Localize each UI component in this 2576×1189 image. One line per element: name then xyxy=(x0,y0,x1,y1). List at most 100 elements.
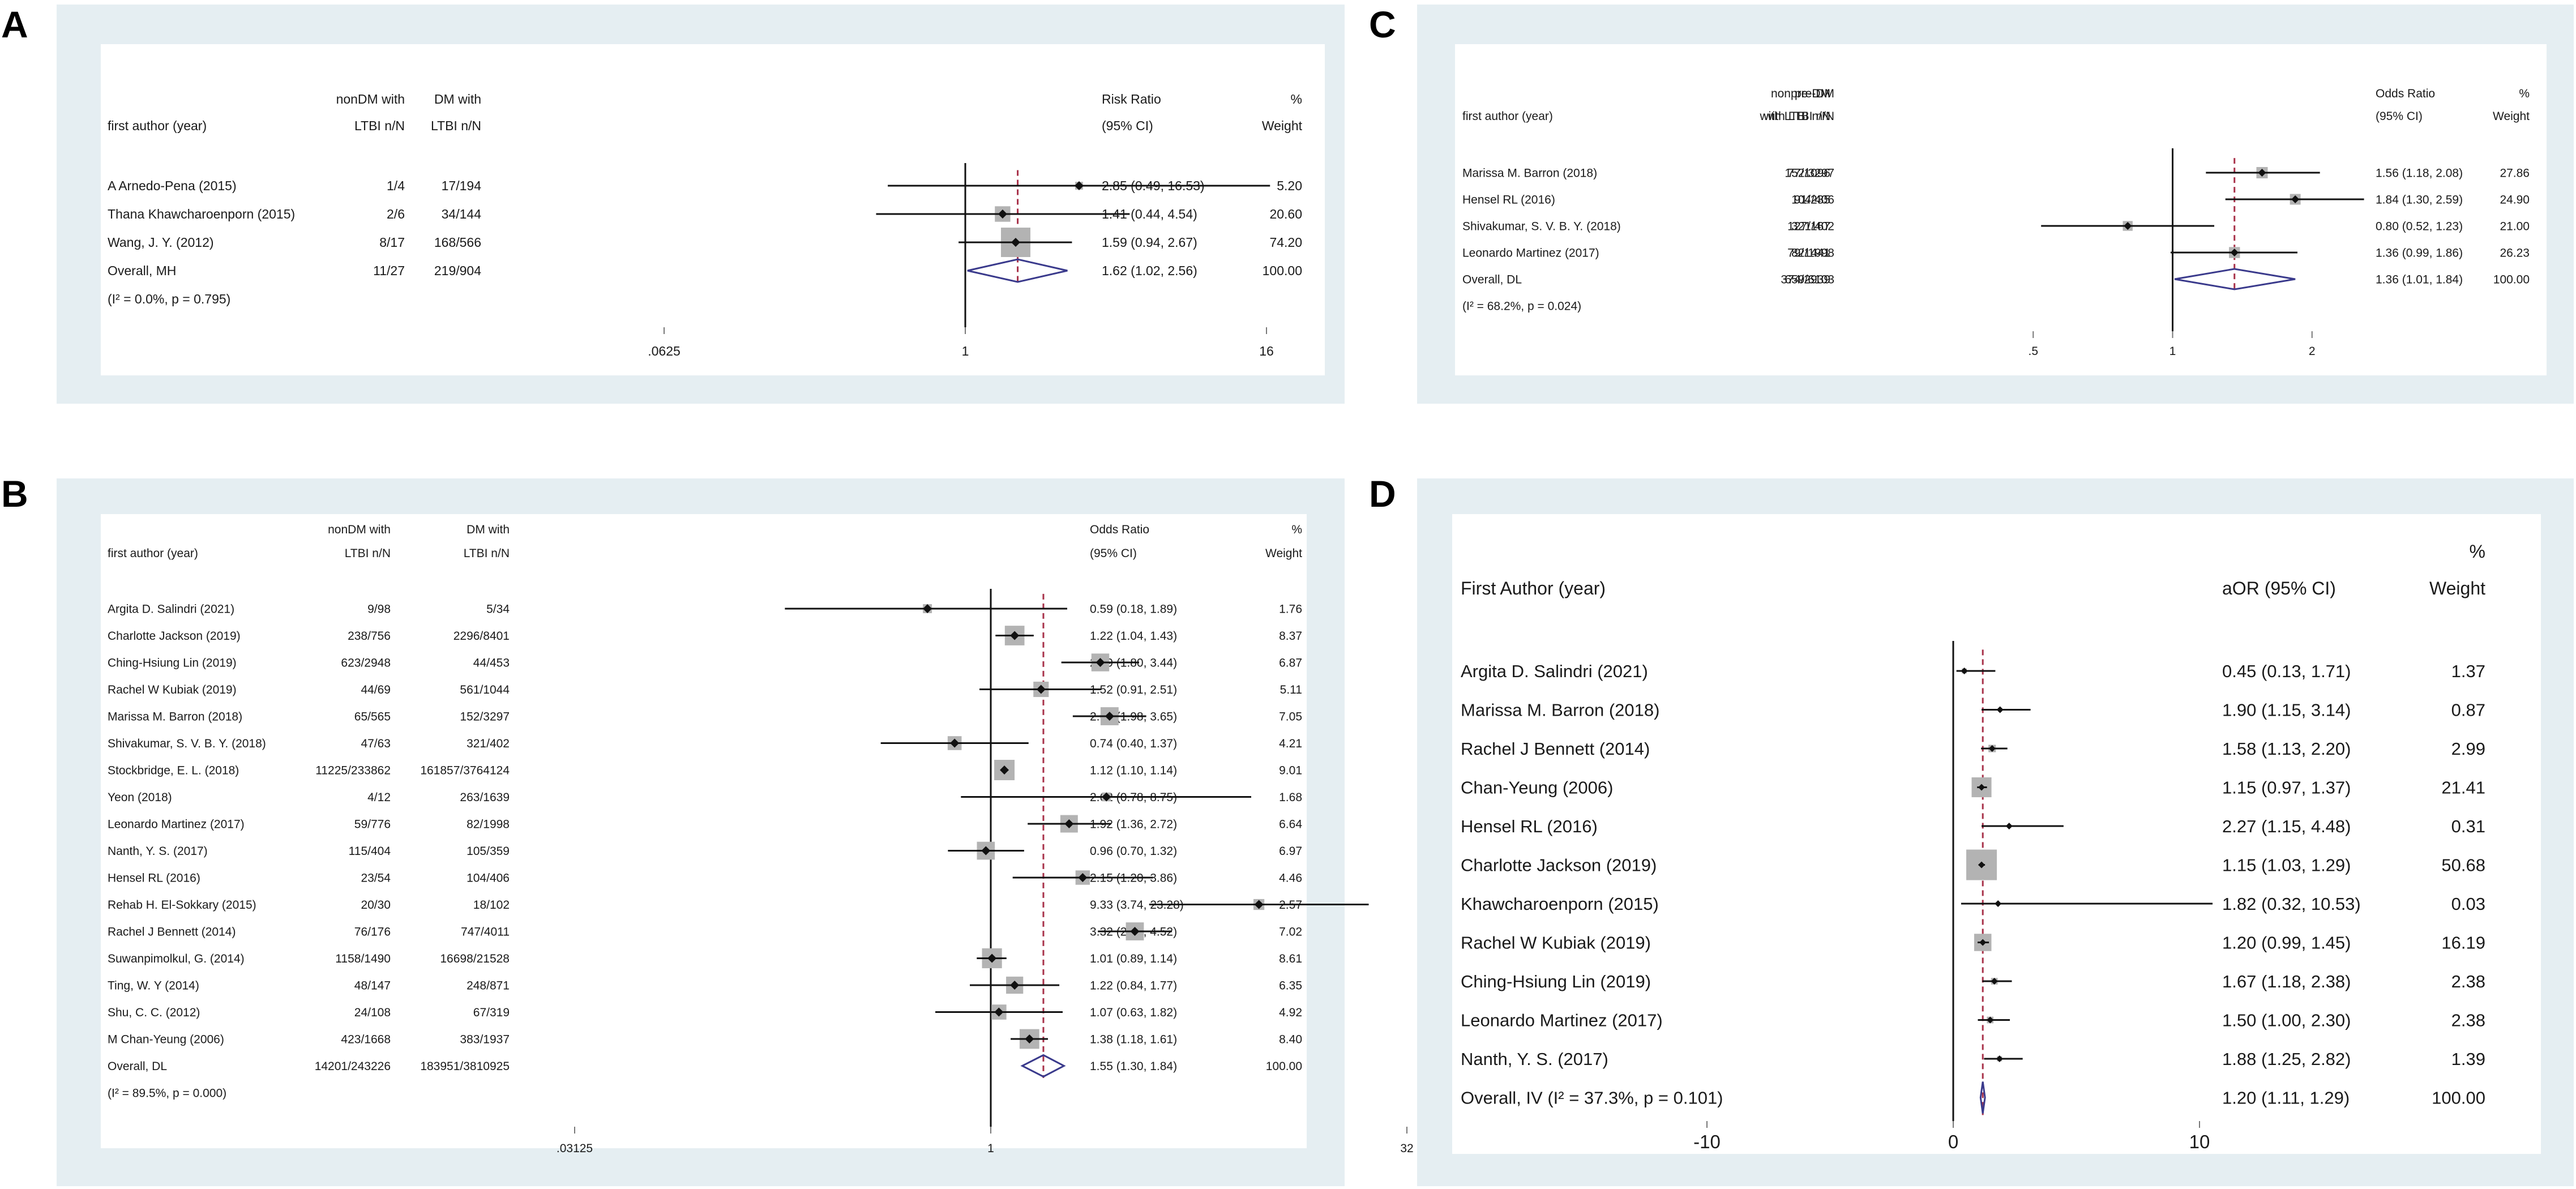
weight-marissa-m-barron-2018: 0.87 xyxy=(2451,700,2485,720)
header-group2-line2: with LTBI n/N xyxy=(1764,110,1834,123)
header-group1-line1: nonDM with xyxy=(336,92,405,106)
weight-yeon-2018: 1.68 xyxy=(1279,791,1302,804)
x-tick-label-2: 2 xyxy=(2309,345,2316,358)
x-tick-label-32: 32 xyxy=(1400,1142,1413,1155)
effect-ci-rehab-h-el-sokkary-2015: 9.33 (3.74, 23.28) xyxy=(1090,899,1184,912)
point-estimate-hensel-rl-2016 xyxy=(2005,823,2013,829)
group2-count-marissa-m-barron-2018: 152/3297 xyxy=(1785,166,1834,179)
panel-d-forest-plot: First Author (year) aOR (95% CI)% Weight Ar… xyxy=(1461,541,2485,1152)
panel-d: First Author (year) aOR (95% CI)% Weight Ar… xyxy=(1369,473,2574,1186)
point-estimate-yeon-2018 xyxy=(1102,792,1111,802)
header-group1-line2: LTBI n/N xyxy=(354,118,405,133)
overall-effect-ci: 1.36 (1.01, 1.84) xyxy=(2376,273,2463,286)
group1-count-shivakumar-s-v-b-y-2018: 127/167 xyxy=(1787,220,1830,233)
point-estimate-leonardo-martinez-2017 xyxy=(1064,819,1074,828)
weight-a-arnedo-pena-2015: 5.20 xyxy=(1277,178,1302,193)
overall-group2-count: 219/904 xyxy=(434,263,481,278)
overall-diamond xyxy=(967,258,1068,283)
group2-count-hensel-rl-2016: 104/406 xyxy=(467,871,510,884)
panel-c: first author (year) nonpre-DM with LTBI n/… xyxy=(1369,3,2574,404)
header-first-author: first author (year) xyxy=(1462,110,1553,123)
header-effect-line2: (95% CI) xyxy=(1090,547,1137,560)
header-group1-line2: with LTBI n/N xyxy=(1760,110,1830,123)
point-estimate-hensel-rl-2016 xyxy=(2291,195,2300,203)
study-label-wang-j-y-2012: Wang, J. Y. (2012) xyxy=(108,235,214,250)
overall-effect-ci: 1.55 (1.30, 1.84) xyxy=(1090,1060,1177,1073)
group2-count-wang-j-y-2012: 168/566 xyxy=(434,235,481,250)
group2-count-ching-hsiung-lin-2019: 44/453 xyxy=(473,656,510,669)
panel-d-plot-area xyxy=(1452,514,2541,1154)
point-estimate-marissa-m-barron-2018 xyxy=(2258,169,2266,177)
point-estimate-rachel-j-bennett-2014 xyxy=(1130,927,1140,936)
study-label-rachel-w-kubiak-2019: Rachel W Kubiak (2019) xyxy=(108,683,237,696)
study-label-hensel-rl-2016: Hensel RL (2016) xyxy=(108,871,200,884)
group1-count-hensel-rl-2016: 23/54 xyxy=(361,871,391,884)
group2-count-charlotte-jackson-2019: 2296/8401 xyxy=(453,630,510,643)
weight-shivakumar-s-v-b-y-2018: 21.00 xyxy=(2500,220,2530,233)
group1-count-thana-khawcharoenporn-2015: 2/6 xyxy=(387,207,405,221)
header-group2-line2: LTBI n/N xyxy=(431,118,481,133)
weight-thana-khawcharoenporn-2015: 20.60 xyxy=(1269,207,1302,221)
weight-ching-hsiung-lin-2019: 6.87 xyxy=(1279,656,1302,669)
effect-ci-shivakumar-s-v-b-y-2018: 0.80 (0.52, 1.23) xyxy=(2376,220,2463,233)
header-group2-line1: pre-DM xyxy=(1795,87,1834,100)
group2-count-a-arnedo-pena-2015: 17/194 xyxy=(442,178,482,193)
weight-charlotte-jackson-2019: 50.68 xyxy=(2441,855,2485,875)
overall-effect-ci: 1.62 (1.02, 2.56) xyxy=(1102,263,1197,278)
heterogeneity-stat: (I² = 68.2%, p = 0.024) xyxy=(1462,300,1581,313)
effect-ci-shivakumar-s-v-b-y-2018: 0.74 (0.40, 1.37) xyxy=(1090,737,1177,750)
effect-ci-suwanpimolkul-g-2014: 1.01 (0.89, 1.14) xyxy=(1090,952,1177,965)
panel-c-plot-area xyxy=(1455,44,2547,375)
overall-label: Overall, IV (I² = 37.3%, p = 0.101) xyxy=(1461,1088,1723,1107)
overall-label: Overall, MH xyxy=(108,263,176,278)
panel-a-plot-area xyxy=(101,44,1325,375)
weight-nanth-y-s-2017: 6.97 xyxy=(1279,845,1302,858)
group1-count-wang-j-y-2012: 8/17 xyxy=(379,235,405,250)
study-label-charlotte-jackson-2019: Charlotte Jackson (2019) xyxy=(1461,855,1657,875)
point-estimate-shivakumar-s-v-b-y-2018 xyxy=(950,738,960,748)
effect-ci-hensel-rl-2016: 2.27 (1.15, 4.48) xyxy=(2222,816,2351,836)
group2-count-nanth-y-s-2017: 105/359 xyxy=(467,845,510,858)
effect-ci-argita-d-salindri-2021: 0.45 (0.13, 1.71) xyxy=(2222,661,2351,681)
panel-d-label: D xyxy=(1369,473,1396,515)
study-label-shu-c-c-2012: Shu, C. C. (2012) xyxy=(108,1006,200,1019)
effect-ci-leonardo-martinez-2017: 1.50 (1.00, 2.30) xyxy=(2222,1010,2351,1030)
header-group1-line1: nonpre-DM xyxy=(1771,87,1830,100)
header-effect-line2: (95% CI) xyxy=(1102,118,1153,133)
weight-chan-yeung-2006: 21.41 xyxy=(2441,777,2485,797)
group1-count-marissa-m-barron-2018: 65/565 xyxy=(354,710,391,723)
group2-count-ting-w-y-2014: 248/871 xyxy=(467,979,510,992)
study-label-ting-w-y-2014: Ting, W. Y (2014) xyxy=(108,979,199,992)
point-estimate-rachel-w-kubiak-2019 xyxy=(1036,685,1046,694)
header-first-author: First Author (year) xyxy=(1461,578,1606,598)
point-estimate-khawcharoenporn-2015 xyxy=(1995,900,2002,907)
panel-a-forest-plot: first author (year) nonDM with LTBI n/N DM … xyxy=(108,92,1303,358)
overall-diamond xyxy=(1020,1054,1066,1078)
study-label-argita-d-salindri-2021: Argita D. Salindri (2021) xyxy=(1461,661,1648,681)
study-label-yeon-2018: Yeon (2018) xyxy=(108,791,172,804)
group2-count-yeon-2018: 263/1639 xyxy=(460,791,510,804)
point-estimate-ting-w-y-2014 xyxy=(1010,981,1020,990)
effect-ci-hensel-rl-2016: 1.84 (1.30, 2.59) xyxy=(2376,193,2463,206)
study-label-chan-yeung-2006: Chan-Yeung (2006) xyxy=(1461,777,1613,797)
effect-ci-charlotte-jackson-2019: 1.15 (1.03, 1.29) xyxy=(2222,855,2351,875)
effect-ci-leonardo-martinez-2017: 1.36 (0.99, 1.86) xyxy=(2376,246,2463,259)
group2-count-leonardo-martinez-2017: 82/1998 xyxy=(467,818,510,831)
effect-ci-ting-w-y-2014: 1.22 (0.84, 1.77) xyxy=(1090,979,1177,992)
effect-ci-leonardo-martinez-2017: 1.92 (1.36, 2.72) xyxy=(1090,818,1177,831)
point-estimate-marissa-m-barron-2018 xyxy=(1105,712,1114,721)
point-estimate-shivakumar-s-v-b-y-2018 xyxy=(2124,222,2132,230)
weight-stockbridge-e-l-2018: 9.01 xyxy=(1279,764,1302,777)
point-estimate-marissa-m-barron-2018 xyxy=(1996,706,2004,713)
group1-count-nanth-y-s-2017: 115/404 xyxy=(349,845,391,858)
group1-count-rehab-h-el-sokkary-2015: 20/30 xyxy=(361,899,391,912)
panel-b-plot-area xyxy=(101,514,1307,1148)
group2-count-stockbridge-e-l-2018: 161857/3764124 xyxy=(420,764,510,777)
group1-count-shu-c-c-2012: 24/108 xyxy=(354,1006,391,1019)
study-label-hensel-rl-2016: Hensel RL (2016) xyxy=(1461,816,1598,836)
overall-weight: 100.00 xyxy=(2493,273,2530,286)
study-label-marissa-m-barron-2018: Marissa M. Barron (2018) xyxy=(108,710,242,723)
effect-ci-argita-d-salindri-2021: 0.59 (0.18, 1.89) xyxy=(1090,602,1177,615)
point-estimate-nanth-y-s-2017 xyxy=(981,846,991,856)
